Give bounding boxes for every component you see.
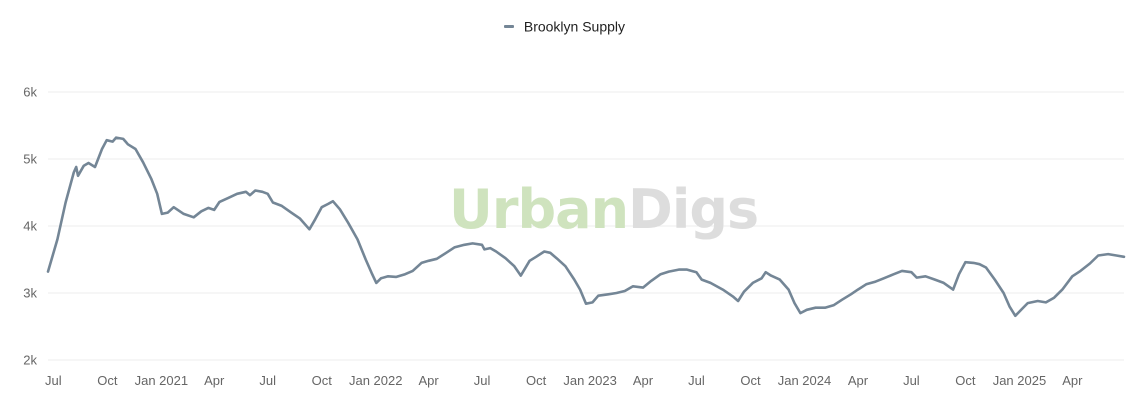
legend[interactable]: Brooklyn Supply [0, 17, 1129, 34]
y-tick-label: 6k [23, 85, 37, 100]
watermark-logo: UrbanDigs [449, 178, 759, 241]
x-tick-label: Oct [312, 373, 333, 388]
x-tick-label: Oct [955, 373, 976, 388]
x-tick-label: Jan 2024 [778, 373, 832, 388]
y-tick-label: 3k [23, 286, 37, 301]
x-tick-label: Jan 2022 [349, 373, 403, 388]
y-tick-label: 4k [23, 219, 37, 234]
legend-swatch [503, 24, 514, 28]
x-tick-label: Apr [418, 373, 439, 388]
gridlines [48, 91, 1124, 361]
x-tick-label: Jan 2025 [993, 373, 1047, 388]
series-line-0[interactable] [46, 136, 1126, 318]
x-tick-label: Jul [903, 373, 920, 388]
x-tick-label: Jul [688, 373, 705, 388]
x-tick-label: Oct [740, 373, 761, 388]
x-tick-label: Oct [526, 373, 547, 388]
x-tick-label: Apr [1062, 373, 1083, 388]
x-tick-label: Jul [45, 373, 62, 388]
x-tick-label: Apr [633, 373, 654, 388]
y-axis: 2k 3k 4k 5k 6k [23, 85, 37, 368]
x-axis: Jul Oct Jan 2021 Apr Jul Oct Jan 2022 Apr Jul Oct… [45, 373, 1083, 388]
x-tick-label: Apr [204, 373, 225, 388]
x-tick-label: Jul [259, 373, 276, 388]
series-layer [46, 136, 1126, 318]
x-tick-label: Jan 2023 [563, 373, 617, 388]
x-tick-label: Apr [848, 373, 869, 388]
y-tick-label: 2k [23, 353, 37, 368]
y-tick-label: 5k [23, 152, 37, 167]
legend-label: Brooklyn Supply [523, 18, 626, 35]
x-tick-label: Jul [474, 373, 491, 388]
x-tick-label: Oct [97, 373, 118, 388]
x-tick-label: Jan 2021 [135, 373, 189, 388]
watermark-part-2: Digs [628, 178, 759, 241]
watermark-part-1: Urban [449, 178, 629, 241]
